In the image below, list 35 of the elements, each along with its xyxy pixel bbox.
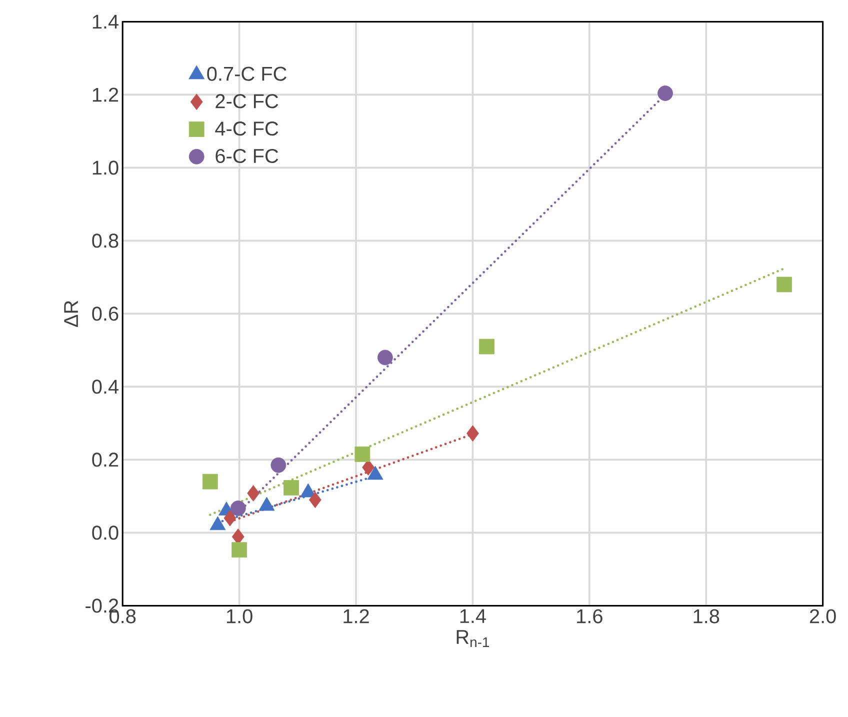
x-tick-label: 1.0 [226, 609, 252, 624]
y-tick-label: 1.0 [92, 160, 118, 175]
legend-label: 0.7-C FC [207, 66, 286, 81]
y-tick-label: 0.0 [92, 526, 118, 540]
y-tick-label: 1.2 [92, 88, 118, 102]
point [466, 425, 479, 442]
point [362, 459, 374, 476]
point [284, 480, 299, 496]
point [224, 510, 236, 526]
legend-label: 6-C FC [216, 148, 278, 164]
point [232, 542, 247, 558]
point [776, 276, 792, 292]
x-tick-label: 1.6 [577, 609, 602, 624]
point [354, 446, 370, 462]
x-tick-label: 1.4 [460, 609, 486, 623]
point [377, 350, 393, 366]
point [658, 86, 673, 101]
y-tick-label: 0.2 [92, 452, 118, 467]
y-tick-label: 0.6 [92, 306, 118, 321]
y-tick-label: 0.8 [92, 234, 118, 248]
y-tick-label: 0.4 [92, 380, 118, 394]
point [308, 492, 322, 508]
legend-label: 2-C FC [216, 94, 278, 108]
point [202, 474, 218, 490]
x-tick-label: 1.8 [694, 609, 720, 624]
x-axis-title: R$_{n-1}$ [456, 630, 490, 647]
point [230, 500, 246, 516]
point [479, 338, 494, 354]
point [247, 485, 260, 502]
x-tick-label: 1.2 [344, 609, 369, 624]
x-tick-label: 2.0 [810, 609, 836, 624]
y-axis-title: ΔR [64, 300, 78, 327]
legend-label: 4-C FC [215, 122, 278, 136]
point [270, 457, 286, 473]
y-tick-label: 1.4 [92, 14, 118, 29]
